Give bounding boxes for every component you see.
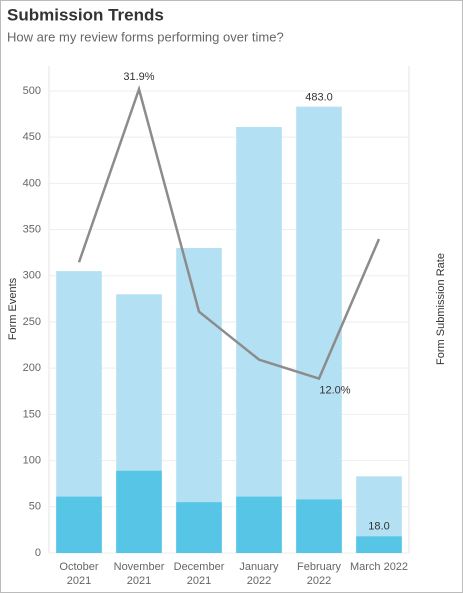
data-label: 31.9% (123, 71, 154, 83)
y-tick-label: 350 (23, 223, 41, 235)
y2-axis-label: Form Submission Rate (435, 253, 447, 365)
y-tick-label: 200 (23, 362, 41, 374)
bar (236, 496, 282, 553)
data-label: 18.0 (368, 520, 389, 532)
x-tick-label: November 2021 (113, 561, 165, 587)
y-tick-label: 100 (23, 454, 41, 466)
chart-title: Submission Trends (7, 5, 164, 24)
x-tick-label: October 2021 (59, 561, 99, 587)
y-tick-label: 150 (23, 408, 41, 420)
data-label: 483.0 (305, 92, 333, 104)
bar (296, 106, 342, 553)
x-tick-label: December 2021 (173, 561, 225, 587)
y-axis-label: Form Events (7, 277, 19, 340)
chart-subtitle: How are my review forms performing over … (7, 29, 284, 44)
y-tick-label: 0 (35, 547, 41, 559)
bar (56, 496, 102, 553)
x-tick-label: January 2022 (239, 561, 279, 587)
grid (49, 90, 409, 554)
y-tick-label: 400 (23, 177, 41, 189)
bar (116, 470, 162, 553)
data-label: 12.0% (319, 384, 350, 396)
y-tick-label: 300 (23, 270, 41, 282)
y-tick-label: 250 (23, 316, 41, 328)
y-tick-label: 500 (23, 85, 41, 97)
x-tick-label: March 2022 (349, 561, 409, 573)
bar (176, 502, 222, 553)
y-tick-label: 450 (23, 131, 41, 143)
x-tick-label: February 2022 (296, 561, 342, 587)
bar (296, 499, 342, 553)
bar (236, 126, 282, 553)
bar (356, 536, 402, 553)
line (77, 85, 381, 381)
y-tick-label: 50 (29, 501, 41, 513)
